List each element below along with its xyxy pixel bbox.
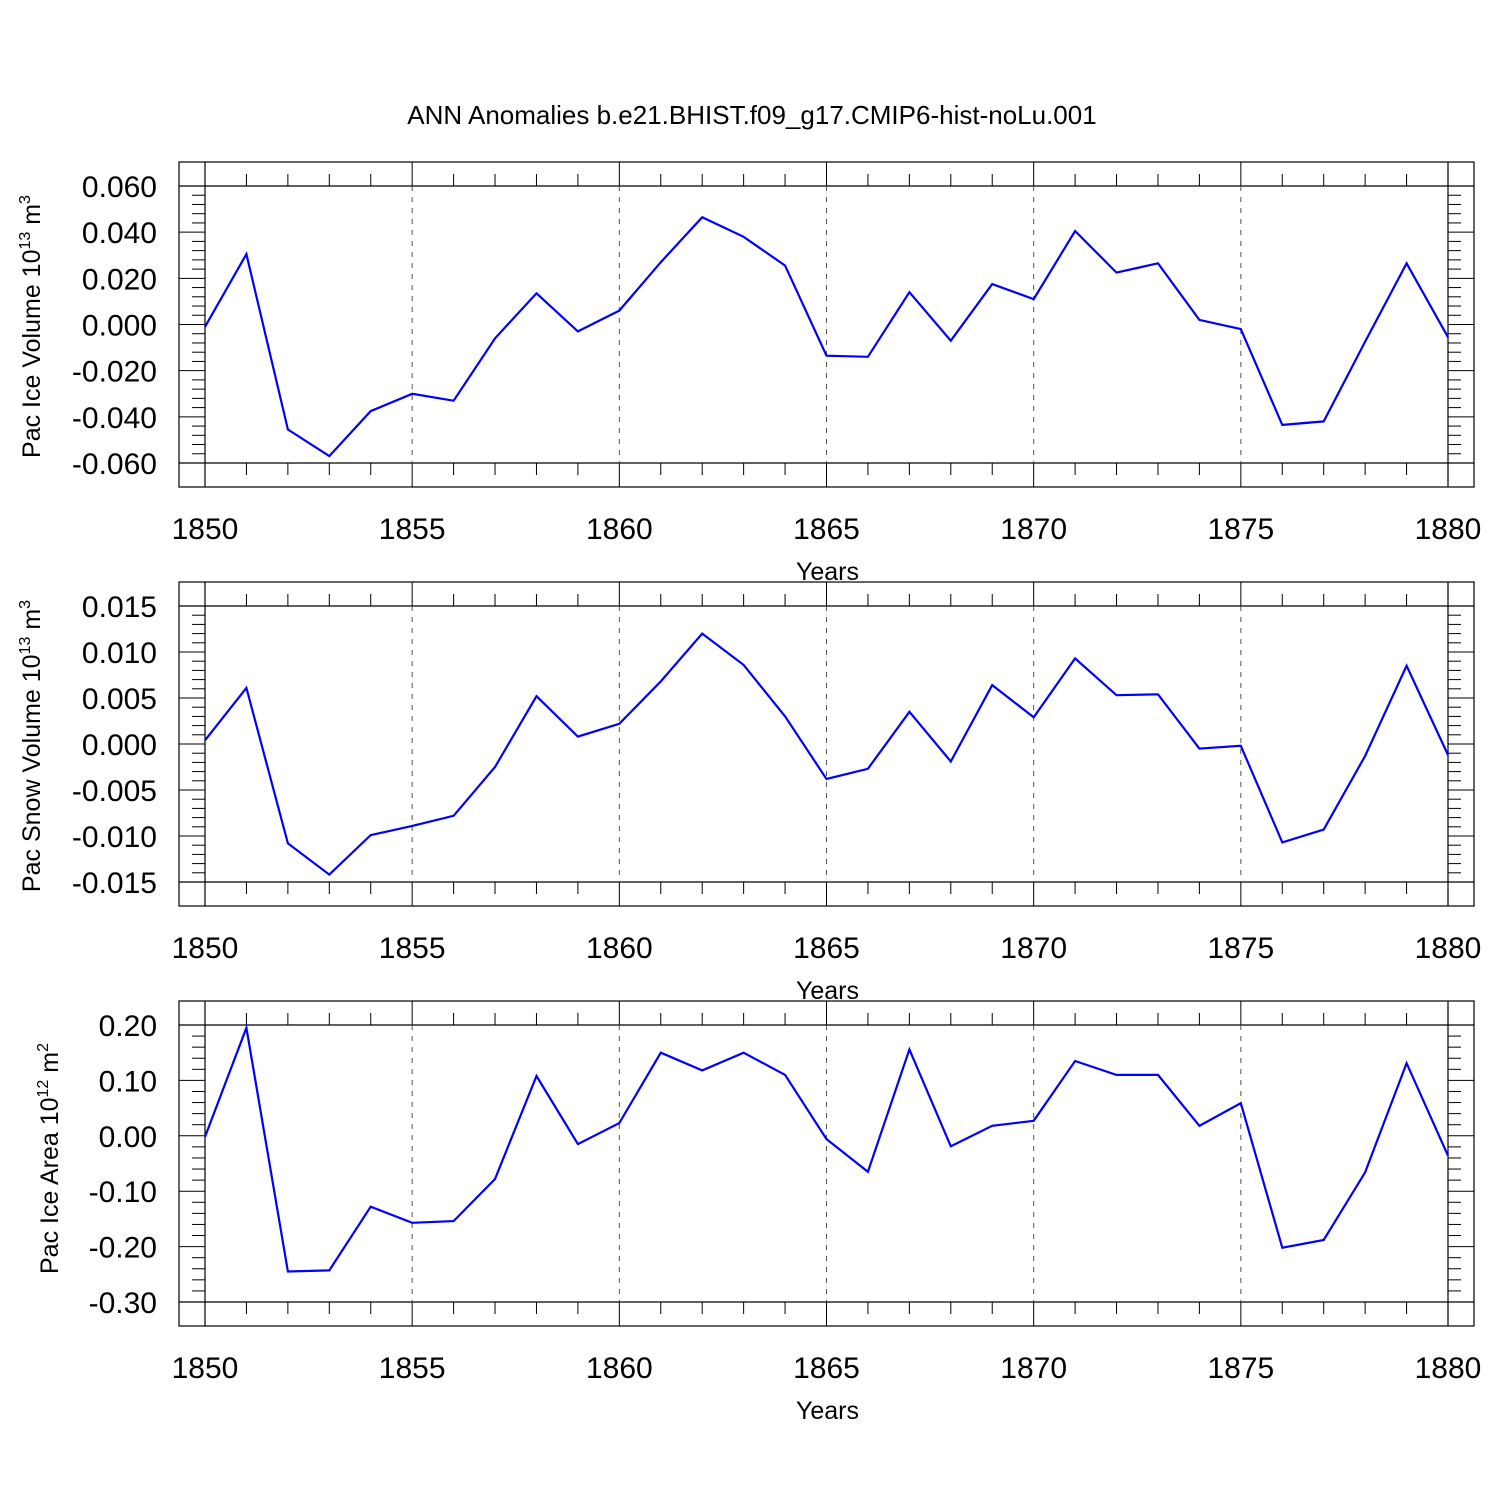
x-tick-label: 1860 (586, 1352, 653, 1385)
y-axis-label-superscript: 2 (35, 1043, 52, 1052)
y-axis-label-text: m (18, 609, 46, 637)
x-axis-label: Years (796, 558, 859, 586)
y-axis-label-text: Pac Ice Area 10 (36, 1097, 64, 1274)
y-axis-label-superscript: 12 (35, 1080, 52, 1098)
x-tick-label: 1850 (172, 1352, 239, 1385)
x-tick-label: 1855 (379, 932, 446, 965)
chart-panel-2: -0.015 -0.010 -0.005 0.000 0.005 0.010 0.015 18… (17, 581, 1482, 1005)
y-tick-label: 0.000 (82, 310, 157, 343)
x-tick-label: 1850 (172, 513, 239, 546)
x-axis-label: Years (796, 1397, 859, 1425)
x-tick-label: 1880 (1415, 1352, 1482, 1385)
chart-title: ANN Anomalies b.e21.BHIST.f09_g17.CMIP6-… (407, 100, 1096, 130)
x-tick-label: 1870 (1000, 1352, 1067, 1385)
x-tick-label: 1875 (1207, 932, 1274, 965)
series-line (204, 632, 1449, 877)
y-axis-label-superscript: 3 (17, 195, 34, 204)
y-axis-label: Pac Ice Volume 1013 m3 (17, 195, 46, 458)
x-tick-label: 1860 (586, 513, 653, 546)
y-tick-label: 0.10 (99, 1065, 157, 1098)
y-tick-label: -0.10 (89, 1176, 157, 1209)
y-tick-label: -0.30 (89, 1287, 157, 1320)
y-tick-label: -0.015 (72, 867, 157, 900)
x-tick-label: 1855 (379, 513, 446, 546)
y-tick-label: 0.020 (82, 263, 157, 296)
y-axis-label-superscript: 13 (17, 232, 34, 250)
y-axis-label-text: Pac Ice Volume 10 (18, 250, 46, 458)
x-tick-label: 1870 (1000, 932, 1067, 965)
x-axis-label: Years (796, 977, 859, 1005)
x-tick-label: 1875 (1207, 513, 1274, 546)
y-tick-label: 0.005 (82, 683, 157, 716)
y-tick-label: 0.20 (99, 1010, 157, 1043)
x-tick-label: 1865 (793, 513, 860, 546)
y-axis-label-text: m (18, 204, 46, 232)
y-axis-label: Pac Snow Volume 1013 m3 (17, 600, 46, 892)
x-tick-label: 1865 (793, 932, 860, 965)
x-tick-label: 1860 (586, 932, 653, 965)
x-tick-label: 1880 (1415, 513, 1482, 546)
x-tick-label: 1870 (1000, 513, 1067, 546)
y-axis-label-superscript: 13 (17, 637, 34, 655)
y-tick-label: -0.20 (89, 1232, 157, 1265)
x-tick-label: 1850 (172, 932, 239, 965)
y-tick-label: 0.040 (82, 217, 157, 250)
y-tick-label: 0.015 (82, 591, 157, 624)
y-tick-label: -0.060 (72, 448, 157, 481)
chart-panel-3: -0.30 -0.20 -0.10 0.00 0.10 0.20 1850 1855 1860 1… (35, 1000, 1482, 1425)
y-axis-label-text: m (36, 1052, 64, 1080)
series-line (204, 215, 1449, 458)
x-tick-label: 1865 (793, 1352, 860, 1385)
series-line (203, 1023, 1450, 1273)
y-axis-label-text: Pac Snow Volume 10 (18, 654, 46, 892)
y-tick-label: -0.010 (72, 821, 157, 854)
y-tick-label: -0.040 (72, 402, 157, 435)
x-tick-label: 1855 (379, 1352, 446, 1385)
y-axis-label-superscript: 3 (17, 600, 34, 609)
y-tick-label: 0.000 (82, 729, 157, 762)
y-axis-label: Pac Ice Area 1012 m2 (35, 1043, 64, 1274)
panels-group: -0.060 -0.040 -0.020 0.000 0.020 0.040 0.060 18… (17, 161, 1482, 1425)
y-tick-label: 0.00 (99, 1121, 157, 1154)
y-tick-label: -0.005 (72, 775, 157, 808)
y-tick-label: 0.010 (82, 637, 157, 670)
y-tick-label: 0.060 (82, 171, 157, 204)
x-tick-label: 1875 (1207, 1352, 1274, 1385)
y-tick-label: -0.020 (72, 356, 157, 389)
chart-panel-1: -0.060 -0.040 -0.020 0.000 0.020 0.040 0.060 18… (17, 161, 1482, 586)
x-tick-label: 1880 (1415, 932, 1482, 965)
